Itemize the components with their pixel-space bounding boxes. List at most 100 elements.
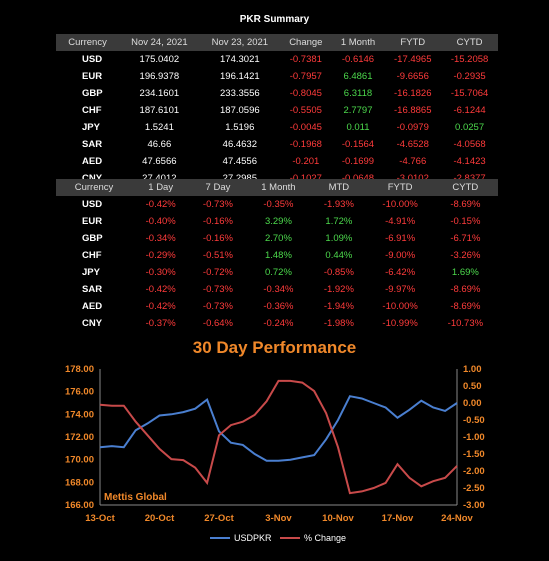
- x-axis-tick-label: 10-Nov: [322, 513, 354, 524]
- table-cell: -15.7064: [450, 88, 489, 99]
- table-cell: 1.5241: [144, 122, 174, 133]
- table-cell: -8.69%: [450, 199, 481, 210]
- right-axis-tick-label: -3.00: [463, 500, 485, 511]
- table-cell: -17.4965: [394, 54, 432, 65]
- column-header: 1 Month: [331, 34, 385, 51]
- performance-table-header: Currency 1 Day 7 Day 1 Month MTD FYTD CYTD: [56, 179, 498, 196]
- table-cell: -0.85%: [323, 267, 354, 278]
- table-cell: -6.1244: [453, 105, 486, 116]
- table-cell: 46.66: [147, 139, 172, 150]
- table-cell: 174.3021: [220, 54, 260, 65]
- table-cell: 27.4012: [119, 170, 199, 187]
- table-cell: -0.72%: [202, 267, 234, 278]
- table-cell: -4.91%: [385, 216, 416, 227]
- table-cell: -10.00%: [382, 301, 418, 312]
- table-cell: -1.93%: [323, 199, 354, 210]
- table-cell: -10.73%: [447, 318, 484, 329]
- currency-code: CHF: [82, 250, 102, 261]
- left-axis-tick-label: 174.00: [65, 409, 94, 420]
- x-axis-tick-label: 17-Nov: [382, 513, 414, 524]
- table-cell: -0.30%: [145, 267, 176, 278]
- table-row: SAR -0.42% -0.73% -0.34% -1.92% -9.97% -8.69%: [56, 281, 498, 298]
- series-line-pct-change: [99, 379, 458, 495]
- table-cell: 47.6566: [142, 156, 177, 167]
- currency-code: USD: [82, 54, 103, 65]
- currency-code: JPY: [82, 122, 100, 133]
- table-row: CNY27.401227.2985-0.1027-0.0648-3.0102-2…: [56, 170, 498, 187]
- table-row: CHF 187.6101 187.0596 -0.5505 2.7797 -16.8865…: [56, 102, 498, 119]
- currency-code: GBP: [82, 233, 103, 244]
- table-cell: -6.91%: [385, 233, 416, 244]
- table-cell: -9.97%: [385, 284, 416, 295]
- table-cell: -0.0648: [332, 170, 385, 187]
- currency-code: CNY: [56, 170, 119, 187]
- table-cell: -0.15%: [450, 216, 481, 227]
- table-cell: -10.00%: [382, 199, 418, 210]
- table-cell: -8.69%: [450, 301, 481, 312]
- table-cell: -0.73%: [202, 301, 234, 312]
- column-header: 1 Day: [132, 179, 190, 196]
- x-axis-tick-label: 27-Oct: [204, 513, 234, 524]
- table-cell: 1.48%: [264, 250, 292, 261]
- table-cell: -0.1968: [289, 139, 322, 150]
- table-cell: -0.42%: [145, 284, 176, 295]
- table-row: CNY -0.37% -0.64% -0.24% -1.98% -10.99% -10.73…: [56, 315, 498, 332]
- left-axis-tick-label: 178.00: [65, 364, 94, 375]
- currency-code: CNY: [82, 318, 103, 329]
- table-cell: 175.0402: [139, 54, 180, 65]
- table-cell: -0.40%: [145, 216, 176, 227]
- table-cell: -0.201: [292, 156, 320, 167]
- table-cell: 0.44%: [325, 250, 353, 261]
- column-header: Currency: [56, 34, 120, 51]
- table-cell: -0.0979: [396, 122, 429, 133]
- table-cell: -9.00%: [385, 250, 416, 261]
- column-header: CYTD: [432, 179, 498, 196]
- column-header: Currency: [56, 179, 133, 196]
- x-axis-tick-label: 24-Nov: [441, 513, 473, 524]
- table-row: GBP -0.34% -0.16% 2.70% 1.09% -6.91% -6.71%: [56, 230, 498, 247]
- left-axis-tick-label: 166.00: [65, 500, 94, 511]
- table-cell: 27.2985: [200, 170, 280, 187]
- table-cell: -0.51%: [202, 250, 234, 261]
- table-cell: -0.16%: [202, 233, 234, 244]
- table-cell: -0.5505: [289, 105, 322, 116]
- table-cell: -0.7381: [289, 54, 322, 65]
- table-cell: 47.4556: [222, 156, 257, 167]
- summary-title: PKR Summary: [239, 14, 310, 25]
- currency-code: CHF: [82, 105, 102, 116]
- table-row: USD 175.0402 174.3021 -0.7381 -0.6146 -17.496…: [56, 51, 498, 68]
- table-cell: -0.34%: [263, 284, 294, 295]
- right-axis-tick-label: 1.00: [463, 364, 482, 375]
- table-cell: -16.1826: [394, 88, 432, 99]
- performance-chart: 166.00 168.00 170.00 172.00 174.00 176.00 178.…: [65, 364, 485, 543]
- column-header: 1 Month: [246, 179, 311, 196]
- table-cell: -0.29%: [145, 250, 176, 261]
- table-cell: 46.4632: [222, 139, 257, 150]
- table-row: JPY -0.30% -0.72% 0.72% -0.85% -6.42% 1.69%: [56, 264, 498, 281]
- chart-title: 30 Day Performance: [192, 338, 357, 357]
- table-cell: 2.70%: [264, 233, 292, 244]
- table-cell: 6.3118: [343, 88, 373, 99]
- left-axis-tick-label: 172.00: [65, 432, 94, 443]
- table-cell: 234.1601: [139, 88, 180, 99]
- table-cell: -0.2935: [453, 71, 486, 82]
- table-cell: -0.42%: [145, 199, 176, 210]
- column-header: FYTD: [367, 179, 433, 196]
- table-cell: -8.69%: [450, 284, 481, 295]
- currency-code: AED: [82, 156, 103, 167]
- table-cell: 233.3556: [220, 88, 260, 99]
- column-header: Nov 23, 2021: [199, 34, 281, 51]
- table-cell: -0.35%: [263, 199, 294, 210]
- table-cell: 1.72%: [325, 216, 353, 227]
- currency-code: USD: [82, 199, 103, 210]
- table-cell: -0.64%: [202, 318, 234, 329]
- table-cell: -9.6656: [396, 71, 429, 82]
- table-cell: -0.1027: [280, 170, 332, 187]
- table-cell: -2.8377: [441, 170, 498, 187]
- left-axis-tick-label: 176.00: [65, 387, 94, 398]
- table-cell: -0.6146: [341, 54, 375, 65]
- table-cell: -1.92%: [323, 284, 354, 295]
- table-cell: -16.8865: [394, 105, 432, 116]
- table-cell: 196.1421: [220, 71, 260, 82]
- table-cell: -0.73%: [202, 199, 234, 210]
